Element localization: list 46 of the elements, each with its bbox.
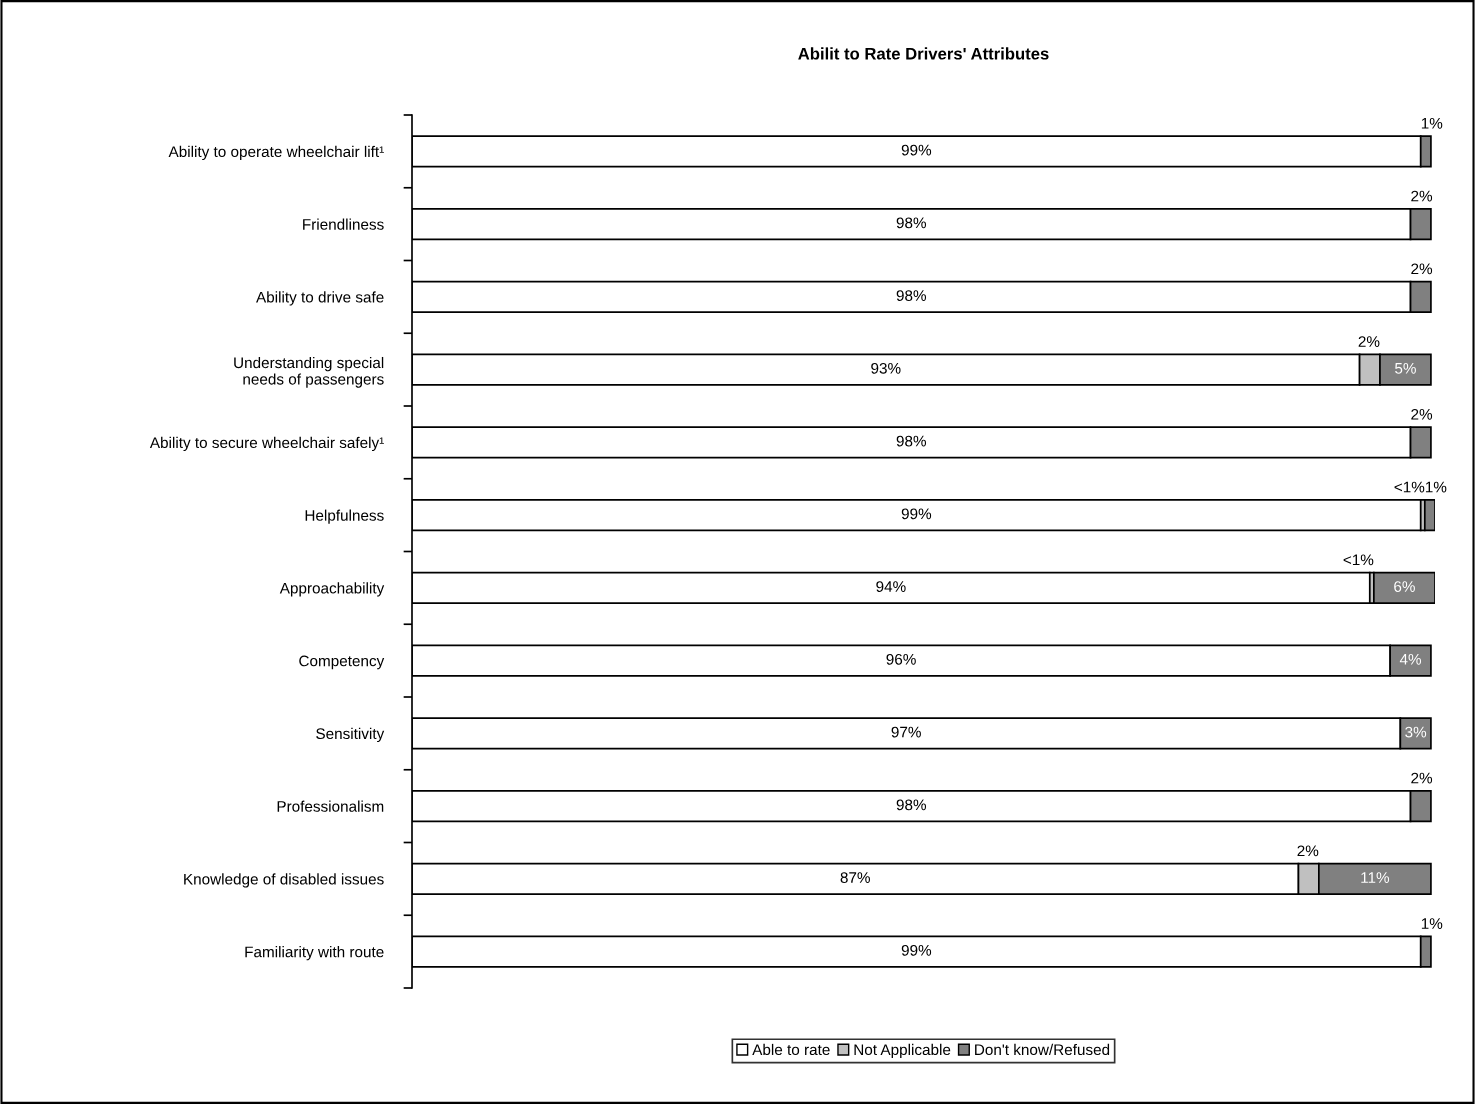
- data-label: 97%: [891, 726, 921, 738]
- data-label: 2%: [1297, 845, 1319, 857]
- data-label: 98%: [896, 217, 927, 229]
- y-tick-label: Professionalism: [277, 800, 384, 812]
- data-label: 98%: [896, 290, 927, 301]
- data-label: 4%: [1399, 653, 1422, 665]
- data-label: 6%: [1394, 581, 1415, 592]
- data-label: 2%: [1358, 336, 1380, 347]
- y-tick-label: Sensitivity: [316, 727, 385, 743]
- data-label: 96%: [886, 653, 916, 665]
- data-label: 3%: [1405, 726, 1427, 738]
- data-label: 98%: [896, 799, 927, 811]
- y-tick-label: Ability to drive safe: [256, 291, 384, 306]
- data-label: 1%: [1421, 117, 1443, 129]
- data-label: 99%: [901, 144, 932, 156]
- data-label: 2%: [1411, 408, 1433, 420]
- data-label: <1%: [1394, 481, 1425, 493]
- y-tick-label: Ability to secure wheelchair safely¹: [149, 436, 384, 452]
- data-label: 1%: [1421, 918, 1443, 929]
- y-tick-label: Approachability: [279, 582, 385, 597]
- data-label: 98%: [896, 435, 927, 447]
- y-tick-label: Competency: [299, 655, 385, 670]
- data-label: 1%: [1425, 481, 1447, 493]
- data-label: 2%: [1411, 772, 1433, 784]
- legend-label: Not Applicable: [854, 1043, 951, 1059]
- y-tick-label: Understanding special needs of passengers: [234, 356, 384, 388]
- chart-title: Abilit to Rate Drivers' Attributes: [798, 47, 1049, 60]
- bar: [1423, 499, 1435, 532]
- data-label: <1%: [1343, 554, 1374, 566]
- legend-label: Don't know/Refused: [975, 1043, 1110, 1056]
- data-label: 99%: [901, 944, 932, 956]
- data-label: 99%: [901, 508, 932, 520]
- data-label: 5%: [1395, 362, 1416, 374]
- data-label: 94%: [876, 581, 906, 592]
- data-label: 2%: [1411, 190, 1433, 202]
- bar: [1373, 571, 1435, 604]
- data-label: 93%: [871, 362, 901, 374]
- y-tick-label: Helpfulness: [305, 509, 384, 524]
- data-label: 2%: [1411, 263, 1433, 275]
- y-tick-label: Familiarity with route: [245, 946, 384, 961]
- data-label: 87%: [840, 872, 870, 883]
- y-tick-label: Friendliness: [303, 218, 384, 230]
- legend-label: Able to rate: [752, 1043, 830, 1056]
- data-label: 11%: [1361, 872, 1390, 883]
- y-tick-label: Ability to operate wheelchair lift¹: [168, 145, 384, 161]
- y-tick-label: Knowledge of disabled issues: [184, 873, 384, 888]
